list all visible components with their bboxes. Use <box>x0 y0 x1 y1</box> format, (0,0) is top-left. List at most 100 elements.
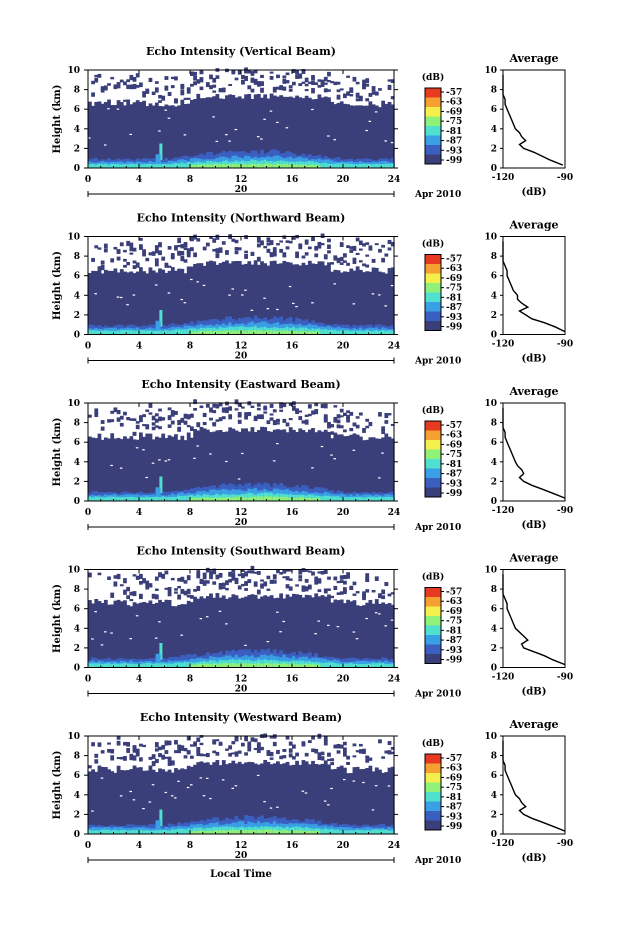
echo-cell <box>272 330 277 335</box>
echo-cell <box>116 757 121 760</box>
echo-cell <box>209 830 213 834</box>
echo-cell <box>145 409 150 412</box>
colorbar-swatch <box>425 145 441 155</box>
echo-cell <box>314 763 319 834</box>
echo-cell <box>320 756 325 759</box>
echo-cell <box>339 415 344 418</box>
echo-cell <box>263 663 268 668</box>
echo-cell <box>183 604 188 668</box>
echo-cell <box>126 438 131 501</box>
echo-cell <box>295 431 299 501</box>
echo-cell <box>183 163 188 168</box>
echo-cell <box>292 405 296 411</box>
echo-cell <box>339 663 344 668</box>
echo-cell <box>307 740 312 744</box>
echo-cell <box>339 434 344 501</box>
echo-cell <box>174 829 178 834</box>
colorbar-swatch <box>425 97 441 108</box>
echo-cell <box>387 496 392 501</box>
echo-cell <box>288 497 293 501</box>
echo-gap <box>276 611 279 613</box>
echo-cell <box>221 98 226 168</box>
echo-cell <box>352 581 357 586</box>
colorbar-swatch <box>425 273 441 284</box>
echo-cell <box>390 497 395 501</box>
echo-cell <box>241 406 245 409</box>
echo-cell <box>314 82 319 85</box>
y-tick-label: 0 <box>74 664 80 674</box>
colorbar-tick-label: -75 <box>446 783 462 793</box>
echo-cell <box>390 604 395 668</box>
echo-gap <box>132 294 136 296</box>
echo-cell <box>154 576 159 581</box>
echo-cell <box>132 745 137 751</box>
echo-cell <box>387 247 392 251</box>
colorbar-swatch <box>425 782 441 793</box>
echo-cell <box>170 663 175 668</box>
echo-gap <box>158 459 161 461</box>
echo-cell <box>317 79 322 82</box>
echo-cell <box>384 663 389 668</box>
echo-cell <box>330 662 335 668</box>
echo-cell <box>285 163 290 168</box>
echo-cell <box>231 330 236 335</box>
echo-cell <box>311 263 315 335</box>
echo-cell <box>343 436 347 501</box>
echo-cell <box>349 662 354 668</box>
echo-cell <box>221 432 226 501</box>
echo-cell <box>154 772 159 834</box>
echo-cell <box>384 772 389 834</box>
echo-cell <box>186 97 191 100</box>
echo-cell <box>352 830 357 834</box>
echo-cell <box>279 403 284 409</box>
echo-cell <box>336 81 341 85</box>
echo-cell <box>336 663 341 668</box>
echo-cell <box>97 601 102 668</box>
echo-cell <box>320 329 325 335</box>
echo-cell <box>295 74 299 79</box>
echo-cell <box>199 405 204 409</box>
echo-cell <box>225 598 229 668</box>
echo-cell <box>174 768 178 834</box>
echo-cell <box>333 104 338 168</box>
echo-gap <box>352 303 356 305</box>
echo-cell <box>212 431 217 501</box>
echo-cell <box>355 94 360 98</box>
colorbar-swatch <box>425 421 441 431</box>
echo-gap <box>119 795 123 797</box>
average-y-tick-label: 4 <box>491 125 497 135</box>
echo-cell <box>116 599 121 668</box>
echo-cell <box>285 496 290 501</box>
echo-cell <box>387 603 392 668</box>
echo-cell <box>151 593 156 599</box>
colorbar-label: (dB) <box>422 572 444 583</box>
echo-cell <box>158 242 162 248</box>
echo-cell <box>333 256 338 261</box>
echo-cell <box>215 253 220 259</box>
echo-cell <box>151 754 156 760</box>
echo-cell <box>317 498 322 501</box>
echo-cell <box>256 663 261 668</box>
echo-cell <box>320 403 325 409</box>
echo-cell <box>365 758 370 763</box>
echo-cell <box>298 416 303 421</box>
echo-cell <box>272 580 277 584</box>
echo-cell <box>237 419 242 424</box>
echo-cell <box>279 95 284 168</box>
echo-cell <box>167 407 172 411</box>
echo-cell <box>304 95 309 168</box>
echo-cell <box>202 598 207 668</box>
echo-cell <box>244 235 248 240</box>
echo-cell <box>358 497 363 501</box>
echo-gap <box>276 806 279 808</box>
y-tick-label: 2 <box>74 144 80 154</box>
echo-cell <box>336 424 341 429</box>
x-tick-label: 20 <box>337 675 350 685</box>
echo-cell <box>231 594 236 668</box>
echo-cell <box>253 829 258 834</box>
echo-cell <box>190 755 194 759</box>
echo-cell <box>167 435 172 501</box>
echo-cell <box>126 595 131 600</box>
echo-gap <box>151 784 155 786</box>
echo-cell <box>170 760 175 766</box>
